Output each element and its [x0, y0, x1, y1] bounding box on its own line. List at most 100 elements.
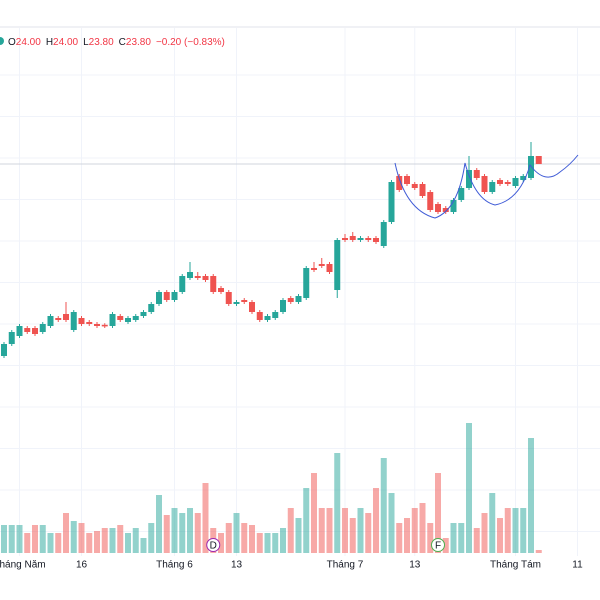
- volume-bar: [458, 523, 465, 553]
- candle-body: [32, 328, 38, 334]
- volume-bar: [241, 523, 248, 553]
- volume-bar: [473, 528, 480, 553]
- volume-bar: [47, 533, 54, 553]
- volume-bar: [179, 513, 186, 553]
- candle-body: [117, 316, 124, 320]
- ohlc-value: 23.80: [89, 37, 114, 48]
- candle-body: [512, 178, 519, 186]
- ohlc-label: C: [119, 37, 126, 48]
- volume-bar: [63, 513, 69, 553]
- candle-body: [380, 222, 387, 246]
- volume-bar: [512, 508, 519, 553]
- volume-bar: [411, 508, 418, 553]
- event-label: F: [435, 541, 441, 552]
- candle-body: [24, 328, 31, 332]
- candle-body: [264, 316, 271, 320]
- volume-bar: [163, 515, 170, 553]
- candle-body: [78, 318, 85, 324]
- volume-bar: [187, 508, 193, 553]
- volume-bar: [109, 528, 116, 553]
- volume-bar: [311, 473, 317, 553]
- candle-body: [233, 302, 240, 304]
- candle-body: [458, 188, 465, 200]
- volume-bar: [194, 513, 201, 553]
- candle-body: [450, 200, 457, 212]
- candle-body: [179, 276, 186, 292]
- x-tick-label: 11: [572, 560, 583, 571]
- volume-bar: [435, 473, 441, 553]
- candle-body: [520, 176, 527, 180]
- candle-body: [39, 324, 46, 332]
- candle-body: [55, 318, 62, 320]
- candle-body: [1, 344, 7, 356]
- candle-body: [194, 276, 201, 278]
- volume-bar: [318, 508, 325, 553]
- volume-bar: [132, 528, 139, 553]
- volume-bar: [225, 523, 232, 553]
- candle-body: [70, 312, 77, 330]
- volume-bar: [365, 513, 372, 553]
- candle-body: [156, 292, 162, 304]
- candle-body: [94, 324, 100, 326]
- ohlc-label: O: [8, 37, 16, 48]
- volume-bar: [357, 508, 364, 553]
- ohlc-label: H: [46, 37, 53, 48]
- candle-body: [225, 292, 232, 304]
- volume-bar: [520, 508, 527, 553]
- candle-body: [287, 298, 294, 302]
- candle-body: [218, 288, 224, 292]
- volume-bar: [396, 523, 403, 553]
- event-marker: [431, 538, 445, 552]
- volume-bar: [535, 550, 542, 553]
- volume-bar: [342, 508, 348, 553]
- x-tick-label: Tháng Năm: [0, 560, 46, 571]
- ohlc-change: −0.20 (−0.83%): [156, 37, 225, 48]
- candle-body: [256, 312, 263, 320]
- candle-body: [411, 184, 418, 188]
- candle-body: [280, 300, 286, 312]
- volume-bar: [380, 458, 387, 553]
- volume-bar: [427, 523, 434, 553]
- candle-body: [396, 176, 403, 190]
- volume-bar: [450, 523, 457, 553]
- x-tick-label: 13: [231, 560, 243, 571]
- candle-body: [132, 316, 139, 320]
- candle-body: [171, 292, 178, 300]
- volume-bar: [504, 508, 511, 553]
- volume-bar: [202, 483, 209, 553]
- drawing-arc: [394, 154, 579, 219]
- volume-bar: [272, 533, 279, 553]
- volume-bar: [86, 533, 93, 553]
- volume-bar: [16, 525, 23, 553]
- candle-body: [442, 208, 449, 212]
- candle-body: [497, 180, 503, 184]
- volume-bar: [373, 488, 379, 553]
- candle-body: [504, 182, 511, 184]
- status-dot: [0, 37, 4, 45]
- candle-body: [318, 264, 325, 266]
- candle-body: [435, 204, 441, 212]
- candle-body: [349, 236, 356, 240]
- volume-bar: [349, 518, 356, 553]
- candle-body: [187, 272, 193, 278]
- candle-body: [63, 314, 69, 320]
- candle-body: [342, 238, 348, 240]
- volume-bar: [117, 525, 124, 553]
- volume-bar: [101, 528, 108, 553]
- x-tick-label: Tháng Tám: [490, 560, 541, 571]
- volume-bar: [24, 533, 31, 553]
- volume-bar: [55, 533, 62, 553]
- candle-body: [404, 176, 410, 184]
- volume-bar: [249, 525, 255, 553]
- volume-bar: [140, 538, 147, 553]
- volume-bar: [218, 533, 224, 553]
- volume-bar: [528, 438, 534, 553]
- candle-body: [365, 238, 372, 240]
- candle-body: [101, 324, 108, 327]
- candle-body: [148, 304, 155, 312]
- ohlc-label: L: [83, 37, 89, 48]
- x-tick-label: 13: [409, 560, 421, 571]
- candle-body: [16, 326, 23, 336]
- volume-bar: [39, 525, 46, 553]
